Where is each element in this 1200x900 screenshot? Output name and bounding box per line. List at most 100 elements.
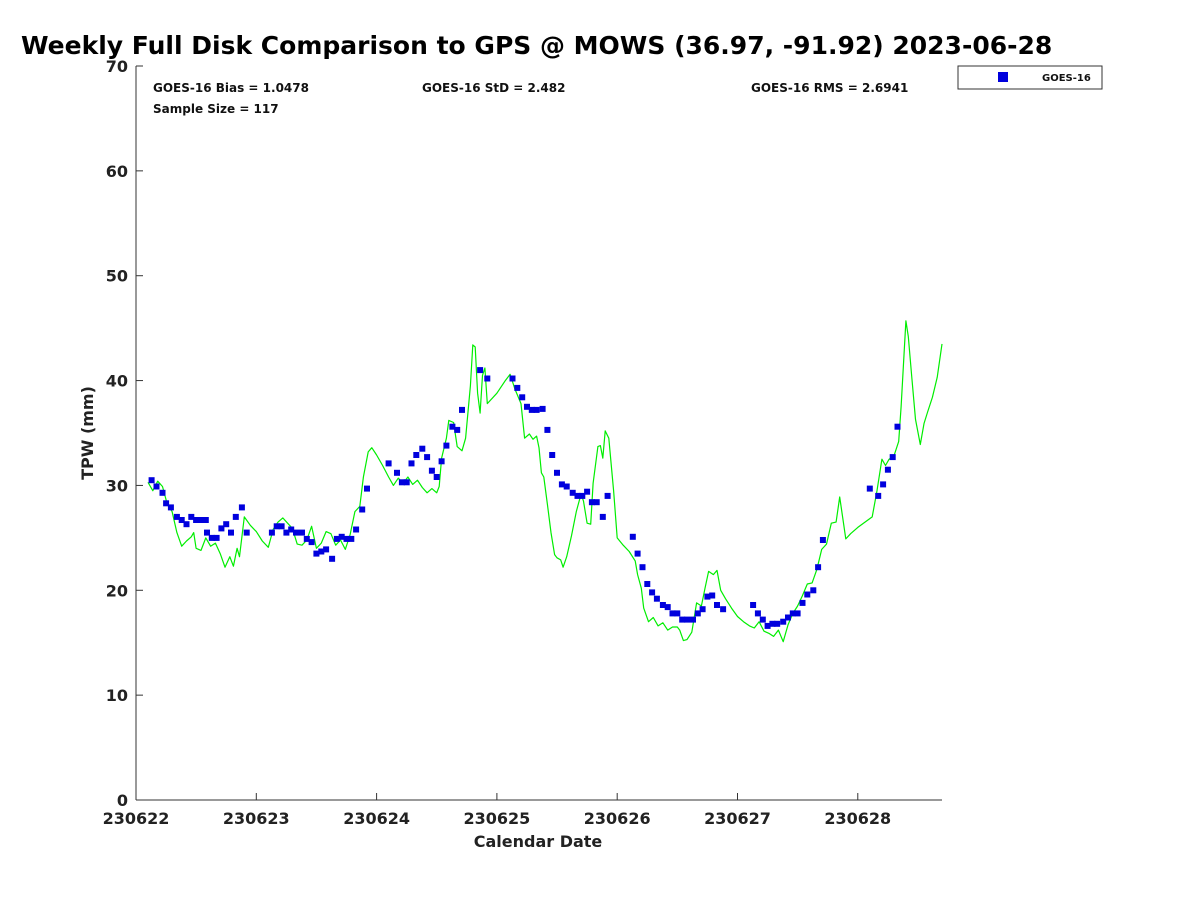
goes16-point <box>148 477 155 484</box>
goes16-point <box>238 504 245 511</box>
goes16-point <box>268 529 275 536</box>
goes16-point <box>232 513 239 520</box>
goes16-point <box>694 610 701 617</box>
y-tick-label: 20 <box>106 581 128 600</box>
goes16-point <box>699 606 706 613</box>
goes16-point <box>359 506 366 513</box>
x-tick-label: 230627 <box>704 809 771 828</box>
goes16-point <box>558 481 565 488</box>
goes16-point <box>208 534 215 541</box>
goes16-point <box>539 405 546 412</box>
goes16-point <box>428 467 435 474</box>
goes16-point <box>544 426 551 433</box>
goes16-point <box>424 454 431 461</box>
goes16-point <box>213 534 220 541</box>
std-stat: GOES-16 StD = 2.482 <box>422 81 565 95</box>
goes16-point <box>408 460 415 467</box>
goes16-point <box>599 513 606 520</box>
goes16-point <box>348 535 355 542</box>
goes16-point <box>880 481 887 488</box>
goes16-point <box>329 555 336 562</box>
goes16-point <box>754 610 761 617</box>
goes16-point <box>178 517 185 523</box>
goes16-point <box>318 548 325 555</box>
goes16-point <box>303 535 310 542</box>
goes16-point <box>364 485 370 492</box>
goes16-point <box>243 529 250 536</box>
goes16-point <box>153 483 160 490</box>
goes16-point <box>228 529 234 536</box>
goes16-point <box>764 622 771 629</box>
goes16-point <box>398 479 405 486</box>
goes16-point <box>690 616 696 623</box>
goes16-point <box>875 492 882 499</box>
legend-label-goes16: GOES-16 <box>1042 73 1091 84</box>
goes16-point <box>308 539 315 546</box>
goes16-point <box>343 535 350 542</box>
goes16-point <box>659 602 666 608</box>
goes16-point <box>669 610 676 617</box>
goes16-point <box>163 500 170 507</box>
goes16-point <box>484 375 491 382</box>
y-axis-label: TPW (mm) <box>78 386 97 480</box>
goes16-point <box>385 460 392 467</box>
plot-area: 0 10 20 30 40 50 60 70 230622 230623 230624 230625… <box>103 57 943 828</box>
goes16-point <box>509 375 516 382</box>
goes16-point <box>889 454 896 461</box>
goes16-point <box>815 564 822 571</box>
goes16-point <box>644 581 651 587</box>
x-tick-label: 230628 <box>824 809 891 828</box>
chart-title: Weekly Full Disk Comparison to GPS @ MOW… <box>21 31 1052 60</box>
goes16-point <box>188 513 195 520</box>
goes16-point <box>288 526 295 533</box>
goes16-point <box>173 513 180 520</box>
goes16-point <box>674 610 681 617</box>
goes16-point <box>780 618 787 625</box>
goes16-point <box>569 489 576 496</box>
goes16-point <box>750 602 757 608</box>
goes16-point <box>183 521 190 528</box>
goes16-point <box>278 523 285 530</box>
legend: GOES-16 <box>957 65 1103 90</box>
x-tick-label: 230624 <box>343 809 410 828</box>
goes16-point <box>218 525 225 532</box>
goes16-point <box>593 499 600 506</box>
goes16-point <box>769 620 776 627</box>
goes16-point <box>799 599 806 606</box>
goes16-point <box>720 606 727 613</box>
goes16-point <box>283 529 290 536</box>
goes16-point <box>223 521 230 528</box>
goes16-point <box>574 492 581 499</box>
goes16-point <box>519 394 526 401</box>
goes16-point <box>563 483 570 490</box>
y-tick-label: 30 <box>106 476 128 495</box>
rms-stat: GOES-16 RMS = 2.6941 <box>751 81 908 95</box>
goes16-point <box>554 469 560 476</box>
y-tick-label: 60 <box>106 162 128 181</box>
goes16-point <box>514 384 521 391</box>
goes16-point <box>819 537 826 543</box>
goes16-point <box>709 592 716 599</box>
goes16-point <box>714 602 720 608</box>
goes16-point <box>789 610 796 617</box>
goes16-point <box>579 492 586 499</box>
goes16-point <box>588 499 595 506</box>
goes16-point <box>894 423 901 430</box>
goes16-point <box>653 595 660 602</box>
goes16-point <box>679 616 686 623</box>
goes16-point <box>454 426 461 433</box>
sample-size-stat: Sample Size = 117 <box>153 102 279 116</box>
goes16-point <box>810 587 817 594</box>
goes16-point <box>159 489 166 496</box>
x-tick-label: 230623 <box>223 809 290 828</box>
goes16-point <box>204 529 210 536</box>
y-tick-label: 70 <box>106 57 128 76</box>
goes16-point <box>293 529 299 536</box>
goes16-point <box>785 614 791 621</box>
goes16-point <box>884 466 891 473</box>
goes16-point <box>338 533 345 540</box>
goes16-point <box>524 403 530 410</box>
stats-annotations: GOES-16 Bias = 1.0478 GOES-16 StD = 2.48… <box>153 81 908 116</box>
goes16-point <box>634 550 641 557</box>
goes16-point <box>528 406 535 413</box>
